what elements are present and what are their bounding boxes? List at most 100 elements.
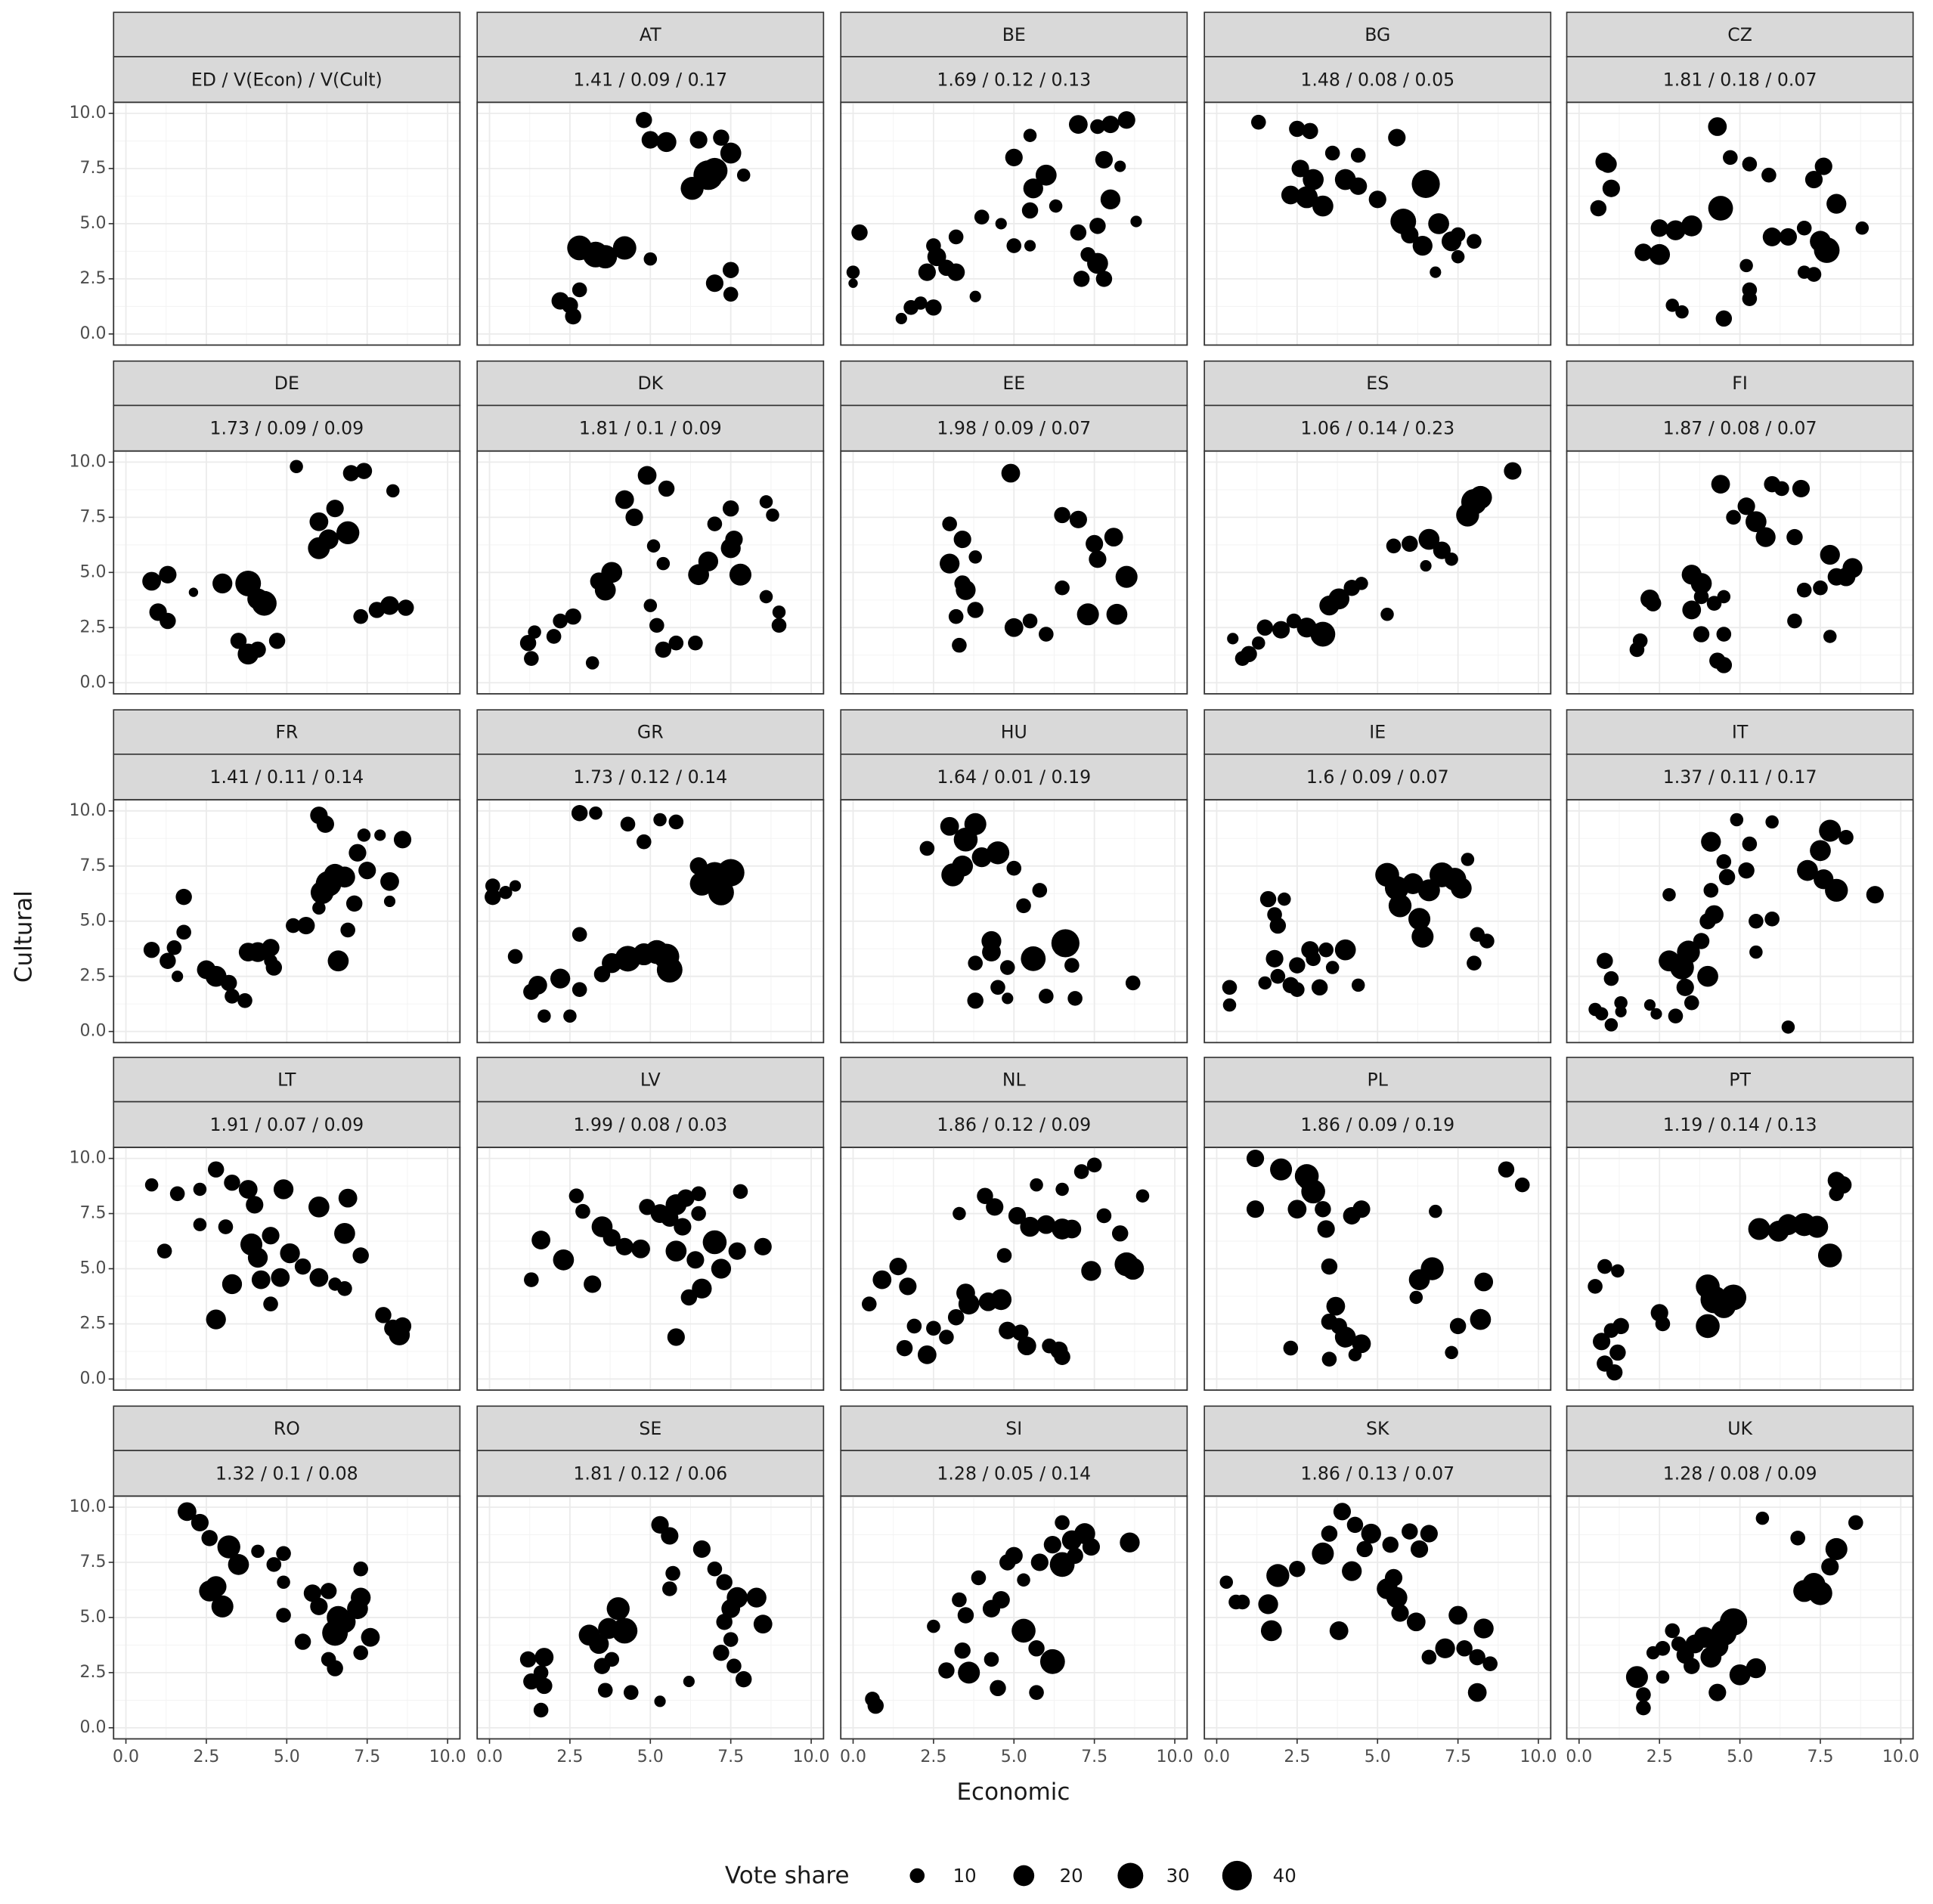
point [958, 1293, 980, 1315]
point [1270, 1158, 1293, 1181]
point [262, 1227, 280, 1245]
point [1737, 497, 1755, 515]
point [848, 278, 858, 288]
point [661, 1527, 679, 1545]
panel-stats: 1.6 / 0.09 / 0.07 [1306, 766, 1449, 788]
panel-name: PL [1368, 1069, 1389, 1090]
point [604, 1652, 620, 1667]
point [1588, 1279, 1603, 1294]
point [160, 952, 176, 970]
point [1283, 1340, 1299, 1356]
point [286, 918, 301, 933]
point [337, 1280, 352, 1296]
point [1715, 310, 1733, 327]
panel-stats: 1.06 / 0.14 / 0.23 [1300, 418, 1454, 439]
point [1306, 951, 1321, 967]
point [585, 656, 599, 670]
point [1681, 215, 1702, 237]
point [1030, 1178, 1043, 1192]
point [1665, 1623, 1681, 1639]
point [1087, 252, 1108, 274]
x-tick-label: 7.5 [354, 1748, 380, 1766]
point [1599, 155, 1617, 173]
point [218, 1219, 234, 1234]
point [355, 463, 373, 479]
point [247, 1247, 268, 1268]
point [1296, 186, 1318, 209]
point [1684, 1658, 1700, 1674]
point [524, 651, 539, 666]
point [528, 625, 541, 639]
point [571, 805, 588, 822]
point [1718, 868, 1736, 886]
legend-key [1222, 1860, 1252, 1891]
point [615, 1237, 633, 1255]
point [1866, 886, 1884, 904]
point [1342, 1561, 1362, 1581]
point [1420, 1257, 1444, 1280]
point [1350, 147, 1366, 163]
point [1326, 1296, 1346, 1316]
point [1115, 565, 1138, 588]
point [1386, 1587, 1408, 1608]
point [1726, 509, 1741, 525]
point [166, 940, 182, 955]
point [1241, 646, 1257, 663]
point [636, 112, 652, 128]
point [361, 1627, 380, 1647]
panel-stats: 1.32 / 0.1 / 0.08 [215, 1463, 358, 1484]
point [1470, 1308, 1492, 1330]
point [603, 1229, 621, 1247]
strip [1203, 1101, 1552, 1148]
point [1410, 1540, 1429, 1559]
strip [840, 1057, 1188, 1103]
point [345, 895, 363, 912]
point [1602, 179, 1620, 197]
point [889, 1258, 907, 1276]
y-tick-label: 10.0 [69, 1497, 106, 1516]
strip [113, 1057, 461, 1103]
point [1806, 267, 1822, 282]
point [1290, 982, 1305, 998]
point [321, 1652, 336, 1667]
panel-border [840, 1495, 1188, 1740]
point [646, 539, 661, 553]
point [320, 1583, 337, 1599]
point [692, 1540, 711, 1559]
point [309, 512, 329, 531]
point [584, 1275, 602, 1293]
point [726, 1658, 742, 1673]
point [1067, 991, 1083, 1006]
y-tick-label: 7.5 [79, 856, 106, 875]
strip [476, 1101, 825, 1148]
strip [1566, 754, 1914, 800]
point [1391, 1604, 1409, 1622]
panel-name: LT [277, 1069, 296, 1090]
y-tick-label: 0.0 [79, 1022, 106, 1041]
point [1614, 995, 1628, 1010]
point [290, 460, 303, 474]
point [668, 814, 684, 830]
point [957, 1607, 974, 1624]
point [1346, 1516, 1364, 1534]
panel-stats: 1.64 / 0.01 / 0.19 [937, 766, 1091, 788]
point [722, 262, 739, 278]
point [1411, 925, 1434, 948]
point [953, 530, 971, 549]
y-axis-title: Cultural [10, 890, 37, 983]
point [1473, 1618, 1494, 1639]
point [1348, 1348, 1362, 1362]
point [620, 816, 636, 832]
point [1467, 1683, 1487, 1702]
point [1668, 1008, 1684, 1024]
point [906, 1318, 922, 1334]
strip [1566, 1405, 1914, 1451]
panel-stats: 1.28 / 0.05 / 0.14 [937, 1463, 1091, 1484]
point [658, 480, 675, 497]
point [1318, 942, 1334, 958]
point [1402, 535, 1418, 553]
point [1321, 1525, 1338, 1542]
point [251, 1270, 271, 1289]
x-tick-label: 7.5 [717, 1748, 744, 1766]
point [1742, 156, 1758, 172]
